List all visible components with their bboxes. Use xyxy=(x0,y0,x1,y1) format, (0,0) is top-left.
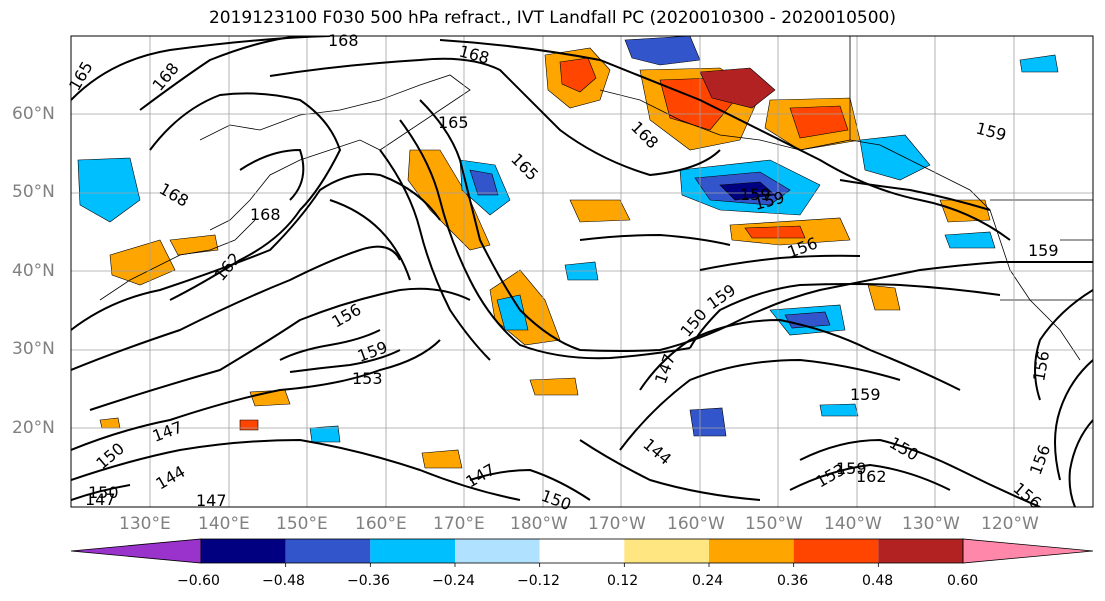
lat-label: 40°N xyxy=(12,261,55,281)
map-frame xyxy=(70,35,1094,508)
colorbar-segment xyxy=(455,539,540,563)
colorbar-segment xyxy=(962,538,1094,564)
colorbar-segment xyxy=(539,539,625,563)
colorbar-tick-label: −0.60 xyxy=(177,573,220,589)
colorbar-frame xyxy=(200,538,964,564)
contour-label: 159 xyxy=(836,459,867,478)
lat-label: 30°N xyxy=(12,339,55,359)
lon-label: 170°E xyxy=(433,514,485,534)
height-contours xyxy=(71,36,1093,507)
lon-label: 140°E xyxy=(198,514,250,534)
colorbar-tick-label: −0.12 xyxy=(517,573,560,589)
lon-label: 140°W xyxy=(824,514,882,534)
contour-label: 147 xyxy=(196,491,227,510)
contour-label: 159 xyxy=(740,185,771,204)
coastlines xyxy=(99,36,1093,361)
colorbar-tick-label: 0.36 xyxy=(777,573,809,589)
colorbar-segment xyxy=(624,539,709,563)
contour-label: 153 xyxy=(352,369,383,388)
colorbar-segment xyxy=(878,539,963,563)
contour-label: 159 xyxy=(850,385,881,404)
contour-label: 165 xyxy=(438,113,469,132)
lat-label: 20°N xyxy=(12,418,55,438)
colorbar-segment xyxy=(709,539,794,563)
lon-label: 150°E xyxy=(276,514,328,534)
contour-label: 159 xyxy=(1028,241,1059,260)
colorbar-segment xyxy=(201,539,286,563)
lon-label: 160°E xyxy=(355,514,407,534)
lat-label: 60°N xyxy=(12,104,55,124)
lon-label: 150°W xyxy=(745,514,803,534)
lat-label: 50°N xyxy=(12,182,55,202)
colorbar-tick-label: −0.48 xyxy=(262,573,305,589)
colorbar-tick-label: 0.12 xyxy=(607,573,639,589)
contour-label: 162 xyxy=(856,467,887,486)
contour-label: 168 xyxy=(328,31,359,50)
contour-label: 147 xyxy=(85,490,116,509)
colorbar-tick-label: 0.60 xyxy=(947,573,979,589)
contour-label: 168 xyxy=(250,205,281,224)
lon-label: 170°W xyxy=(588,514,646,534)
lon-label: 130°E xyxy=(119,514,171,534)
colorbar-tick-label: −0.24 xyxy=(432,573,475,589)
colorbar-segment xyxy=(793,539,879,563)
colorbar-tick-label: 0.24 xyxy=(692,573,724,589)
colorbar xyxy=(70,538,1094,567)
colorbar-segment xyxy=(70,538,202,564)
colorbar-tick-label: −0.36 xyxy=(347,573,390,589)
lon-label: 180°W xyxy=(510,514,568,534)
contour-label: 150 xyxy=(88,483,119,502)
map-title: 2019123100 F030 500 hPa refract., IVT La… xyxy=(208,8,896,28)
colorbar-segment xyxy=(285,539,371,563)
colorbar-tick-label: 0.48 xyxy=(862,573,894,589)
colorbar-segment xyxy=(370,539,455,563)
lon-label: 120°W xyxy=(981,514,1039,534)
map-area xyxy=(71,36,1093,507)
lon-label: 130°W xyxy=(902,514,960,534)
lon-label: 160°W xyxy=(667,514,725,534)
